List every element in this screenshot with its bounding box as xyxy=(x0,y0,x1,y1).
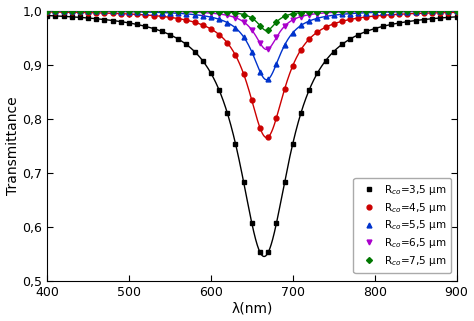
R$_{co}$=3,5 μm xyxy=(454,15,459,19)
X-axis label: λ(nm): λ(nm) xyxy=(231,301,273,316)
R$_{co}$=6,5 μm xyxy=(454,9,459,13)
R$_{co}$=4,5 μm xyxy=(347,18,353,22)
R$_{co}$=5,5 μm xyxy=(323,14,328,18)
R$_{co}$=4,5 μm xyxy=(45,10,50,14)
R$_{co}$=6,5 μm xyxy=(265,47,271,51)
R$_{co}$=5,5 μm xyxy=(175,11,181,15)
R$_{co}$=3,5 μm xyxy=(135,22,140,26)
R$_{co}$=4,5 μm xyxy=(265,135,271,139)
Line: R$_{co}$=3,5 μm: R$_{co}$=3,5 μm xyxy=(45,13,459,255)
R$_{co}$=7,5 μm xyxy=(323,9,328,13)
R$_{co}$=3,5 μm xyxy=(323,59,328,63)
R$_{co}$=7,5 μm xyxy=(454,9,459,13)
R$_{co}$=3,5 μm xyxy=(175,37,181,41)
R$_{co}$=6,5 μm xyxy=(175,10,181,13)
R$_{co}$=3,5 μm xyxy=(45,13,50,17)
R$_{co}$=6,5 μm xyxy=(323,11,328,15)
R$_{co}$=4,5 μm xyxy=(175,17,181,21)
Line: R$_{co}$=7,5 μm: R$_{co}$=7,5 μm xyxy=(45,9,458,32)
Y-axis label: Transmittance: Transmittance xyxy=(6,96,19,195)
R$_{co}$=3,5 μm xyxy=(257,250,263,254)
Line: R$_{co}$=4,5 μm: R$_{co}$=4,5 μm xyxy=(45,10,459,139)
R$_{co}$=7,5 μm xyxy=(135,9,140,13)
R$_{co}$=7,5 μm xyxy=(265,28,271,32)
R$_{co}$=4,5 μm xyxy=(323,25,328,29)
Line: R$_{co}$=6,5 μm: R$_{co}$=6,5 μm xyxy=(45,8,459,51)
R$_{co}$=4,5 μm xyxy=(446,11,451,14)
R$_{co}$=5,5 μm xyxy=(45,9,50,13)
R$_{co}$=3,5 μm xyxy=(347,37,353,41)
R$_{co}$=7,5 μm xyxy=(45,9,50,13)
R$_{co}$=5,5 μm xyxy=(167,11,173,15)
R$_{co}$=7,5 μm xyxy=(347,9,353,13)
R$_{co}$=7,5 μm xyxy=(446,9,451,13)
Line: R$_{co}$=5,5 μm: R$_{co}$=5,5 μm xyxy=(45,9,459,82)
R$_{co}$=6,5 μm xyxy=(347,10,353,14)
R$_{co}$=6,5 μm xyxy=(45,9,50,13)
R$_{co}$=4,5 μm xyxy=(454,11,459,14)
R$_{co}$=6,5 μm xyxy=(167,10,173,13)
R$_{co}$=3,5 μm xyxy=(446,15,451,19)
R$_{co}$=4,5 μm xyxy=(167,15,173,19)
Legend: R$_{co}$=3,5 μm, R$_{co}$=4,5 μm, R$_{co}$=5,5 μm, R$_{co}$=6,5 μm, R$_{co}$=7,5: R$_{co}$=3,5 μm, R$_{co}$=4,5 μm, R$_{co… xyxy=(354,178,451,273)
R$_{co}$=6,5 μm xyxy=(446,9,451,13)
R$_{co}$=7,5 μm xyxy=(167,9,173,13)
R$_{co}$=3,5 μm xyxy=(167,33,173,37)
R$_{co}$=5,5 μm xyxy=(265,77,271,81)
R$_{co}$=5,5 μm xyxy=(135,10,140,14)
R$_{co}$=6,5 μm xyxy=(135,9,140,13)
R$_{co}$=7,5 μm xyxy=(175,9,181,13)
R$_{co}$=5,5 μm xyxy=(347,12,353,15)
R$_{co}$=4,5 μm xyxy=(135,13,140,16)
R$_{co}$=5,5 μm xyxy=(446,9,451,13)
R$_{co}$=5,5 μm xyxy=(454,9,459,13)
